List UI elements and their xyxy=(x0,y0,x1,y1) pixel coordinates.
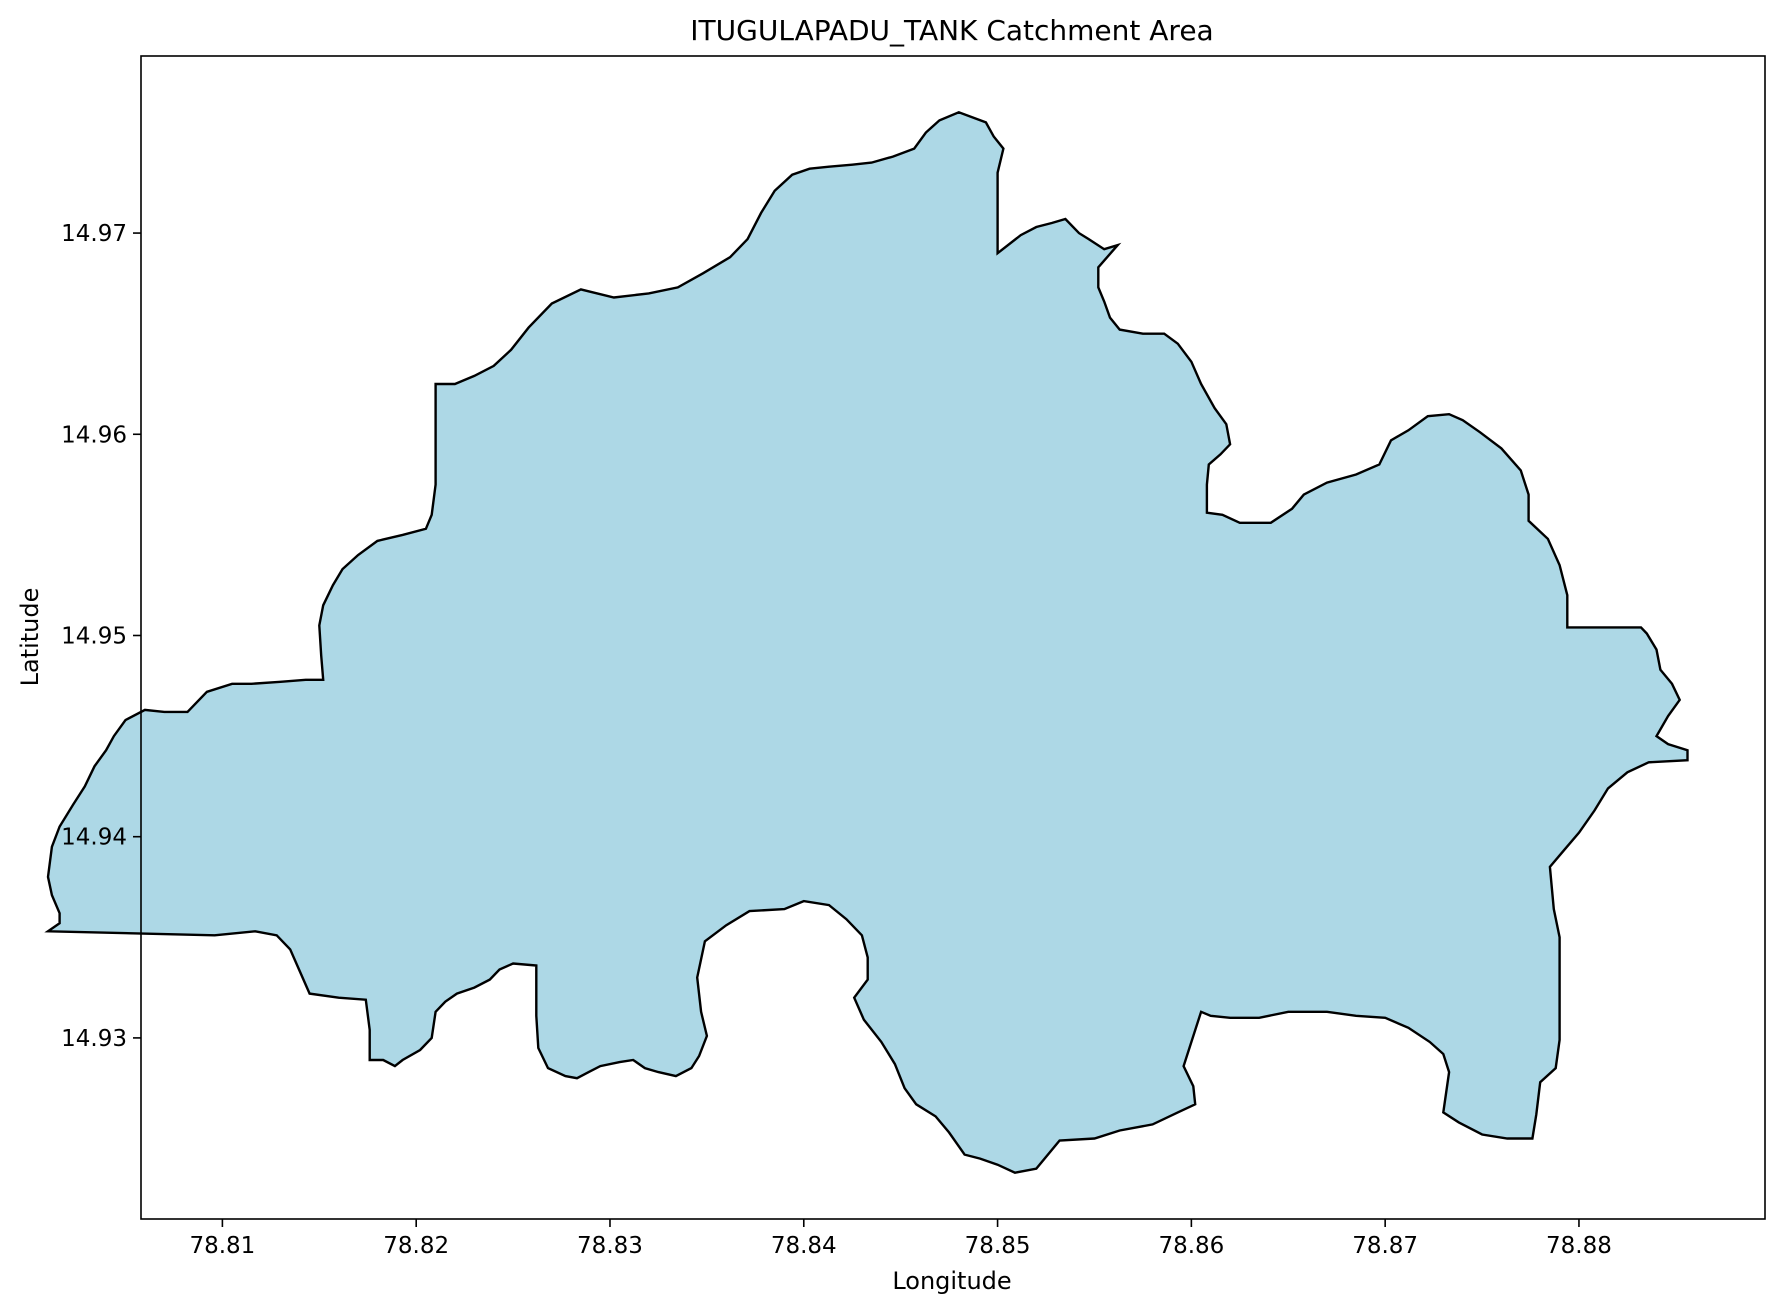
x-tick-label: 78.88 xyxy=(1546,1233,1612,1259)
x-axis-label: Longitude xyxy=(892,1267,1011,1295)
x-tick-label: 78.86 xyxy=(1158,1233,1224,1259)
x-tick-label: 78.84 xyxy=(771,1233,837,1259)
x-tick-label: 78.82 xyxy=(383,1233,449,1259)
x-tick-label: 78.87 xyxy=(1352,1233,1418,1259)
y-tick-label: 14.95 xyxy=(61,623,127,649)
y-tick-label: 14.96 xyxy=(61,422,127,448)
x-axis-ticks: 78.81 78.82 78.83 78.84 78.85 78.86 78.87 78.88 xyxy=(189,1219,1612,1259)
x-tick-label: 78.85 xyxy=(965,1233,1031,1259)
axes-frame xyxy=(140,55,1766,1220)
x-tick-label: 78.83 xyxy=(577,1233,643,1259)
chart-title: ITUGULAPADU_TANK Catchment Area xyxy=(690,14,1213,47)
y-axis-label: Latitude xyxy=(16,588,44,687)
plot-area xyxy=(44,55,1766,1220)
x-tick-label: 78.81 xyxy=(189,1233,255,1259)
catchment-polygon xyxy=(44,111,1689,1174)
y-tick-label: 14.94 xyxy=(61,825,127,851)
y-tick-label: 14.93 xyxy=(61,1026,127,1052)
y-axis-ticks: 14.93 14.94 14.95 14.96 14.97 xyxy=(61,221,141,1052)
y-tick-label: 14.97 xyxy=(61,221,127,247)
